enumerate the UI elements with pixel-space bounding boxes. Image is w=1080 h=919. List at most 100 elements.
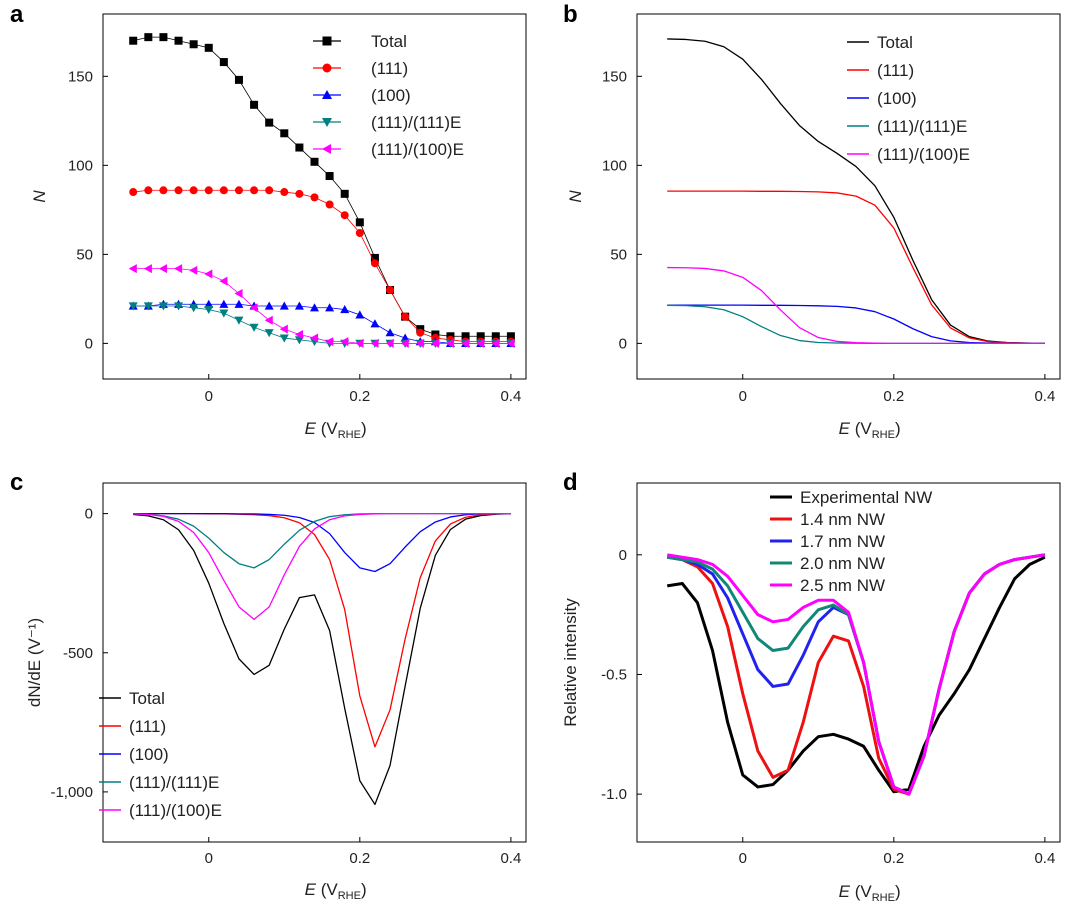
legend-marker bbox=[322, 118, 332, 127]
data-point bbox=[129, 188, 138, 197]
x-axis-label-var: E bbox=[305, 419, 317, 438]
data-point bbox=[204, 43, 213, 52]
series-b-1 bbox=[667, 190, 1045, 345]
data-point bbox=[219, 299, 229, 308]
series-line bbox=[133, 512, 511, 806]
x-axis-label: E (VRHE) bbox=[305, 880, 367, 902]
series-line bbox=[666, 555, 1046, 794]
panel-letter: b bbox=[563, 1, 578, 28]
legend-marker bbox=[322, 144, 331, 154]
data-point bbox=[189, 40, 198, 49]
x-tick-label: 0.4 bbox=[500, 850, 521, 867]
series-line bbox=[667, 38, 1045, 345]
x-axis-label: E (VRHE) bbox=[839, 882, 901, 904]
data-point bbox=[310, 333, 319, 343]
x-axis-label-unit: (V bbox=[850, 419, 872, 438]
series-line bbox=[667, 304, 1045, 345]
panel-letter: d bbox=[563, 469, 578, 496]
data-point bbox=[159, 33, 168, 42]
y-tick-label: 50 bbox=[76, 246, 93, 263]
y-tick-label: -1,000 bbox=[50, 784, 93, 801]
data-point bbox=[204, 299, 214, 308]
data-point bbox=[355, 229, 364, 237]
series-c-1 bbox=[133, 512, 511, 748]
data-point bbox=[234, 299, 244, 308]
data-point bbox=[461, 338, 470, 348]
legend-label: (100) bbox=[371, 86, 411, 105]
legend-label: (111)/(100)E bbox=[877, 145, 970, 164]
y-tick-label: -0.5 bbox=[601, 666, 627, 683]
y-axis-label-var: N bbox=[566, 190, 585, 203]
chart-panel-c: c 0 0.2 0.4 0 -500 -1,000 E (VRHE) dN/dE (V⁻¹) To… bbox=[10, 469, 527, 902]
legend: Experimental NW 1.4 nm NW 1.7 nm NW 2.0 nm … bbox=[770, 488, 932, 595]
x-axis-label-unit: (V bbox=[316, 880, 338, 899]
data-point bbox=[355, 338, 364, 348]
data-point bbox=[355, 310, 365, 319]
legend-label: (111) bbox=[371, 59, 408, 78]
y-axis-label: Relative intensity bbox=[561, 598, 580, 727]
data-point bbox=[416, 328, 425, 337]
data-point bbox=[294, 301, 304, 310]
series-c-2 bbox=[133, 512, 511, 573]
data-point bbox=[415, 338, 424, 348]
data-point bbox=[219, 186, 228, 195]
legend-label: (111)/(111)E bbox=[877, 117, 967, 136]
data-point bbox=[325, 172, 334, 181]
x-axis-label-sub: RHE bbox=[872, 892, 895, 904]
x-axis-label-unit: (V bbox=[850, 882, 872, 901]
data-point bbox=[128, 264, 137, 274]
data-point bbox=[189, 265, 198, 275]
data-point bbox=[174, 302, 184, 311]
data-point bbox=[158, 264, 168, 274]
y-tick-label: 0 bbox=[85, 335, 93, 352]
series-a-3 bbox=[128, 302, 516, 348]
x-axis-label-unit: (V bbox=[316, 419, 338, 438]
legend-label: (111)/(100)E bbox=[371, 140, 464, 159]
data-point bbox=[279, 301, 289, 310]
data-point bbox=[340, 337, 349, 347]
data-point bbox=[159, 186, 168, 195]
series-b-3 bbox=[667, 304, 1045, 345]
data-point bbox=[174, 264, 183, 274]
data-point bbox=[476, 332, 485, 341]
chart-panel-b: b 0 0.2 0.4 0 50 100 150 E (VRHE) N Total (111) (100… bbox=[563, 1, 1061, 441]
series-c-0 bbox=[133, 512, 511, 806]
y-axis-label: N bbox=[566, 190, 585, 203]
data-point bbox=[355, 218, 364, 227]
panel-letter: a bbox=[10, 1, 24, 28]
legend-label: 1.7 nm NW bbox=[800, 532, 885, 551]
legend-label: 2.5 nm NW bbox=[800, 576, 885, 595]
legend-label: (111)/(111)E bbox=[129, 773, 219, 792]
data-point bbox=[158, 302, 168, 311]
series-a-4 bbox=[128, 264, 515, 348]
data-point bbox=[506, 338, 515, 348]
legend: Total (111) (100) (111)/(111)E (111)/(100)E bbox=[847, 33, 970, 164]
data-point bbox=[234, 316, 244, 325]
data-point bbox=[234, 75, 243, 84]
data-point bbox=[264, 315, 273, 325]
data-point bbox=[144, 33, 153, 42]
data-point bbox=[461, 332, 470, 341]
x-tick-label: 0.2 bbox=[883, 850, 904, 867]
y-tick-label: -1.0 bbox=[601, 786, 627, 803]
legend-label: (111) bbox=[877, 61, 914, 80]
data-point bbox=[265, 118, 274, 127]
legend-label: (100) bbox=[877, 89, 917, 108]
panel-letter: c bbox=[10, 469, 23, 496]
legend-label: Total bbox=[877, 33, 913, 52]
data-point bbox=[295, 143, 304, 152]
series-line bbox=[133, 189, 511, 343]
data-point bbox=[249, 323, 259, 332]
data-point bbox=[294, 329, 303, 339]
series-b-0 bbox=[667, 38, 1045, 345]
data-point bbox=[310, 157, 319, 166]
legend-marker bbox=[322, 90, 332, 99]
legend-label: (111)/(111)E bbox=[371, 113, 461, 132]
data-point bbox=[189, 186, 198, 195]
data-point bbox=[385, 338, 394, 348]
plot-frame bbox=[636, 482, 1061, 843]
legend-label: Total bbox=[371, 32, 407, 51]
y-axis-label: N bbox=[30, 190, 49, 203]
legend-marker bbox=[322, 63, 332, 73]
data-point bbox=[430, 338, 439, 348]
